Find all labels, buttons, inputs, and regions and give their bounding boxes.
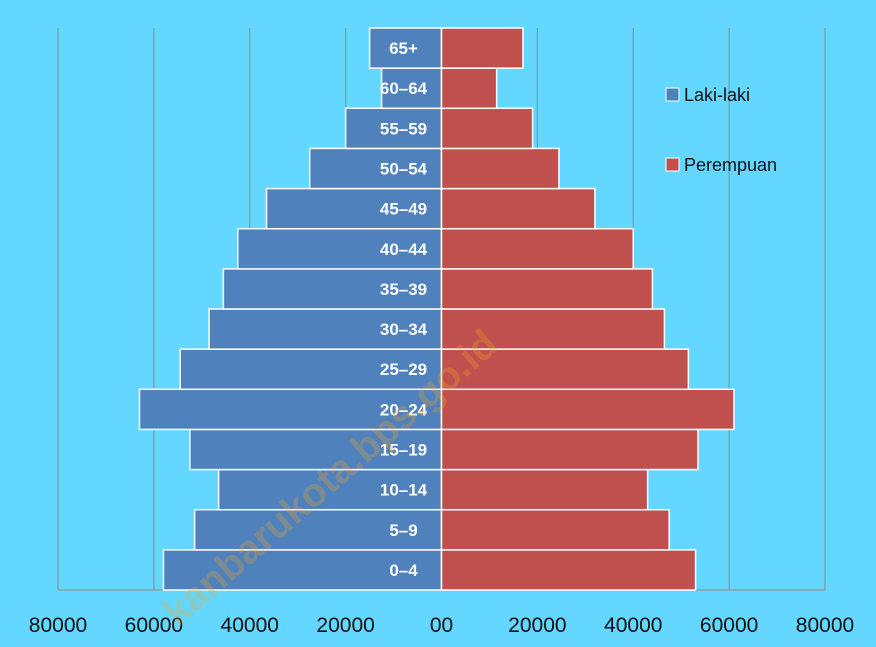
x-tick-label-4: 00	[430, 614, 453, 637]
category-label-7: 35–39	[380, 280, 427, 299]
category-label-3: 15–19	[380, 441, 427, 460]
x-tick-label-6: 40000	[604, 614, 662, 637]
category-label-0: 0–4	[389, 561, 418, 580]
category-label-1: 5–9	[389, 521, 417, 540]
bar-laki-laki-6	[208, 308, 443, 350]
bar-laki-laki-5	[179, 348, 443, 391]
x-tick-labels: 80000 60000 40000 20000 00 20000 40000 60000 800…	[29, 614, 854, 637]
bar-laki-laki-0	[162, 549, 443, 591]
legend-swatch-male	[665, 87, 680, 102]
category-label-10: 50–54	[380, 160, 428, 179]
bar-perempuan-0	[440, 549, 697, 591]
bar-perempuan-12	[440, 67, 498, 110]
bar-perempuan-10	[440, 147, 560, 190]
category-label-5: 25–29	[380, 360, 427, 379]
bar-perempuan-2	[440, 468, 649, 511]
bar-laki-laki-12	[380, 67, 443, 110]
x-tick-label-2: 40000	[221, 614, 279, 637]
bar-perempuan-1	[440, 508, 670, 551]
bar-perempuan-13	[440, 27, 524, 69]
category-labels: 0–4 5–9 10–14 15–19 20–24 25–29 30–34 35–39 40–4…	[380, 39, 428, 580]
category-label-8: 40–44	[380, 240, 428, 259]
x-tick-label-1: 60000	[125, 614, 183, 637]
bar-perempuan-9	[440, 187, 596, 230]
category-label-9: 45–49	[380, 200, 427, 219]
x-tick-label-7: 60000	[700, 614, 758, 637]
bars	[138, 27, 735, 591]
bar-laki-laki-9	[265, 187, 443, 230]
bar-laki-laki-13	[368, 27, 443, 69]
bar-perempuan-8	[440, 227, 634, 270]
bar-laki-laki-10	[308, 147, 443, 190]
category-label-2: 10–14	[380, 481, 428, 500]
bar-perempuan-11	[440, 107, 534, 150]
bar-perempuan-4	[440, 388, 735, 431]
legend-label-female: Perempuan	[684, 155, 777, 175]
legend: Laki-laki Perempuan	[665, 85, 777, 175]
x-tick-label-8: 80000	[796, 614, 854, 637]
legend-label-male: Laki-laki	[684, 85, 750, 105]
legend-swatch-female	[665, 157, 680, 172]
category-label-12: 60–64	[380, 79, 428, 98]
category-label-6: 30–34	[380, 320, 428, 339]
category-label-11: 55–59	[380, 119, 427, 138]
category-label-13: 65+	[389, 39, 418, 58]
bar-laki-laki-4	[138, 388, 443, 431]
bar-perempuan-7	[440, 268, 654, 310]
x-tick-label-3: 20000	[316, 614, 374, 637]
x-tick-label-5: 20000	[508, 614, 566, 637]
x-tick-label-0: 80000	[29, 614, 87, 637]
category-label-4: 20–24	[380, 400, 428, 419]
bar-perempuan-6	[440, 308, 666, 350]
bar-perempuan-3	[440, 428, 699, 471]
